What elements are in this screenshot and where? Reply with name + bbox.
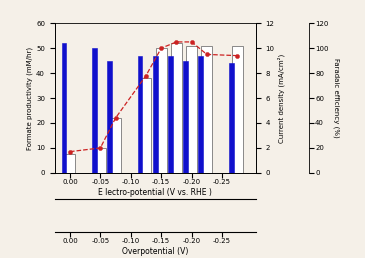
Bar bbox=[110, 118, 121, 173]
X-axis label: E lectro-potential (V vs. RHE ): E lectro-potential (V vs. RHE ) bbox=[98, 188, 212, 197]
Bar bbox=[153, 56, 158, 173]
Bar bbox=[61, 43, 66, 173]
Bar bbox=[156, 48, 167, 173]
Y-axis label: Faradaic efficiency (%): Faradaic efficiency (%) bbox=[333, 58, 339, 138]
Bar bbox=[65, 154, 76, 173]
Bar bbox=[107, 61, 112, 173]
Bar bbox=[171, 43, 182, 173]
X-axis label: Overpotential (V): Overpotential (V) bbox=[122, 247, 188, 256]
Bar bbox=[92, 48, 97, 173]
Bar bbox=[229, 63, 234, 173]
Bar bbox=[138, 56, 142, 173]
Bar bbox=[183, 61, 188, 173]
Y-axis label: Formate productivity (mM/hr): Formate productivity (mM/hr) bbox=[27, 46, 33, 150]
Bar bbox=[168, 56, 173, 173]
Y-axis label: Current density (mA/cm²): Current density (mA/cm²) bbox=[277, 53, 284, 143]
Bar bbox=[95, 148, 106, 173]
Bar bbox=[232, 46, 243, 173]
Bar bbox=[141, 78, 151, 173]
Bar bbox=[186, 46, 197, 173]
Bar bbox=[201, 46, 212, 173]
Bar bbox=[199, 56, 203, 173]
